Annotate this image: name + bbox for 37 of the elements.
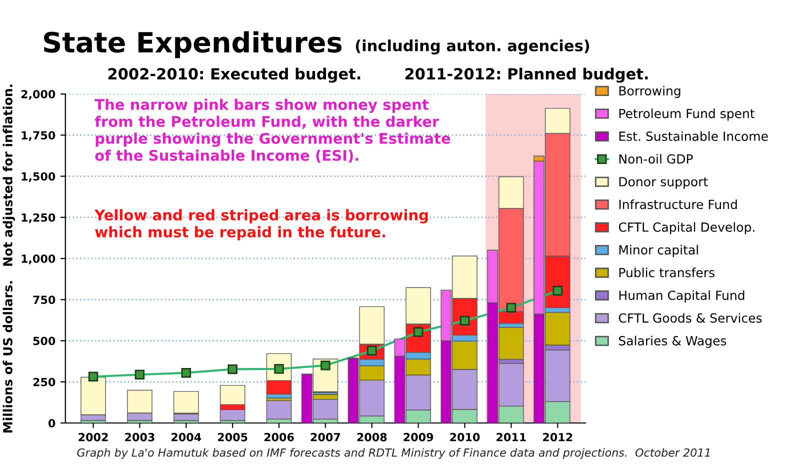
y-tick-label: 250	[33, 378, 56, 386]
legend-label: CFTL Capital Develop.	[618, 222, 754, 234]
y-tick-label: 1,250	[22, 213, 56, 224]
annotation: The narrow pink bars show money spent from the Petroleum Fund, with the darker purple showing the Government's Estimate of the Sustainable Income (ESI).	[94, 98, 450, 163]
legend-label: Public transfers	[619, 268, 714, 278]
y-tick-label: 2,000	[21, 90, 56, 100]
x-tick-label: 2008	[357, 432, 387, 442]
y-tick-label: 1,000	[22, 254, 56, 264]
y-tick-label: 1,750	[22, 131, 56, 141]
annotation: Yellow and red striped area is borrowing which must be repaid in the future.	[94, 209, 428, 240]
legend-label: Est. Sustainable Income	[619, 131, 768, 141]
chart-title: State Expenditures	[44, 31, 342, 58]
x-tick-label: 2010	[450, 432, 480, 442]
y-tick-label: 750	[33, 296, 56, 304]
legend-label: Minor capital	[619, 244, 698, 257]
legend-label: Petroleum Fund spent	[619, 108, 755, 121]
x-tick-label: 2012	[543, 432, 572, 442]
x-tick-label: 2007	[310, 432, 340, 442]
y-axis-title: Millions of US dollars. Not adjusted for inflation.	[2, 84, 15, 432]
x-tick-label: 2009	[404, 432, 434, 442]
legend-label: Borrowing	[619, 86, 680, 98]
x-tick-label: 2003	[125, 432, 154, 442]
x-tick-label: 2011	[496, 432, 526, 442]
x-tick-label: 2002	[78, 432, 108, 442]
text: Graph by La'o Hamutuk based on IMF forecasts and RDTL Ministry of Finance data and projections. October 2011	[77, 448, 710, 459]
legend-label: Non-oil GDP	[619, 154, 693, 164]
legend-label: Human Capital Fund	[619, 290, 744, 302]
legend-label: Donor support	[619, 177, 708, 189]
y-tick-label: 0	[48, 418, 56, 428]
y-tick-label: 500	[33, 336, 56, 346]
x-tick-label: 2005	[218, 432, 248, 442]
x-tick-label: 2006	[264, 432, 294, 442]
legend-label: Salaries & Wages	[619, 336, 726, 348]
y-tick-label: 1,500	[22, 172, 56, 182]
legend-label: CFTL Goods & Services	[618, 313, 762, 323]
legend-label: Infrastructure Fund	[619, 199, 737, 210]
x-tick-label: 2004	[172, 432, 202, 442]
